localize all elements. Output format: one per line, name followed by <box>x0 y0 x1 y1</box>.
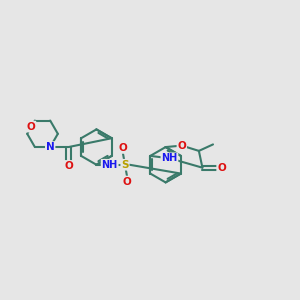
Text: S: S <box>121 160 129 170</box>
Text: NH: NH <box>101 160 118 170</box>
Text: NH: NH <box>161 153 178 163</box>
Text: O: O <box>27 122 35 132</box>
Text: O: O <box>217 163 226 173</box>
Text: O: O <box>177 141 186 151</box>
Text: O: O <box>118 143 127 153</box>
Text: O: O <box>64 161 73 171</box>
Text: N: N <box>46 142 55 152</box>
Text: O: O <box>123 176 132 187</box>
